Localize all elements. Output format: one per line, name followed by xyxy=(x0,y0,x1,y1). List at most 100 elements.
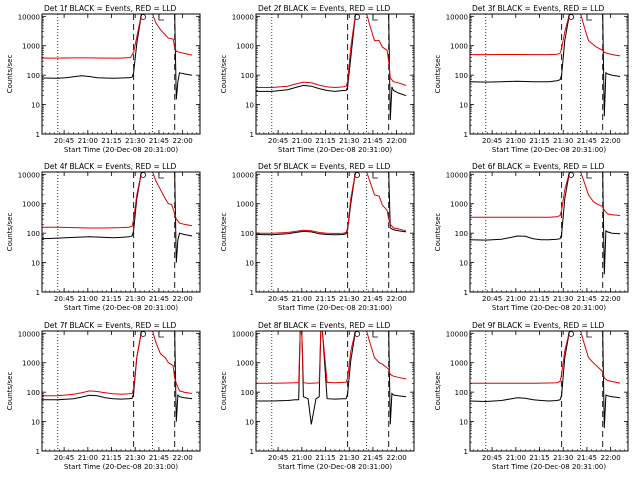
y-tick-label: 1 xyxy=(464,131,468,139)
y-tick-label: 1000 xyxy=(450,360,468,368)
panel-title: Det 7f BLACK = Events, RED = LLD xyxy=(44,321,177,330)
panel-det-6f: Det 6f BLACK = Events, RED = LLD 1 10 100 10… xyxy=(434,162,629,312)
y-tick-label: 1000 xyxy=(236,360,254,368)
x-tick-label: 21:15 xyxy=(529,295,549,303)
x-tick-label: 22:00 xyxy=(173,295,193,303)
series-line-events xyxy=(470,331,621,429)
x-tick-label: 20:45 xyxy=(268,454,288,462)
y-tick-label: 100 xyxy=(241,230,254,238)
y-tick-label: 10 xyxy=(245,419,254,427)
y-tick-label: 100 xyxy=(27,72,40,80)
panel-det-7f: Det 7f BLACK = Events, RED = LLD 1 10 100 10… xyxy=(6,321,201,471)
x-axis-label: Start Time (20-Dec-08 20:31:00) xyxy=(64,146,178,154)
x-tick-label: 21:30 xyxy=(553,454,573,462)
x-tick-label: 20:45 xyxy=(54,295,74,303)
y-axis-label: Counts/sec xyxy=(6,213,14,252)
x-tick-label: 20:45 xyxy=(54,454,74,462)
y-tick-label: 10000 xyxy=(18,330,40,338)
x-tick-label: 22:00 xyxy=(601,454,621,462)
x-tick-label: 21:45 xyxy=(577,454,597,462)
x-axis-label: Start Time (20-Dec-08 20:31:00) xyxy=(492,304,606,312)
x-tick-label: 21:00 xyxy=(292,295,312,303)
x-tick-label: 21:30 xyxy=(553,137,573,145)
x-tick-label: 20:45 xyxy=(482,454,502,462)
y-tick-label: 1000 xyxy=(236,43,254,51)
x-tick-label: 21:15 xyxy=(315,137,335,145)
y-tick-label: 1000 xyxy=(22,43,40,51)
x-tick-label: 21:15 xyxy=(101,454,121,462)
panel-det-2f: Det 2f BLACK = Events, RED = LLD 1 10 100 10… xyxy=(220,4,415,154)
y-tick-label: 100 xyxy=(241,389,254,397)
y-tick-label: 10000 xyxy=(18,13,40,21)
panel-title: Det 5f BLACK = Events, RED = LLD xyxy=(258,162,391,171)
y-tick-label: 100 xyxy=(27,230,40,238)
panel-title: Det 3f BLACK = Events, RED = LLD xyxy=(472,4,605,13)
x-tick-label: 20:45 xyxy=(482,295,502,303)
y-tick-label: 1000 xyxy=(450,43,468,51)
series-group xyxy=(470,14,621,117)
x-tick-label: 21:45 xyxy=(363,295,383,303)
y-tick-label: 10000 xyxy=(232,171,254,179)
x-tick-label: 21:00 xyxy=(292,454,312,462)
panel-title: Det 9f BLACK = Events, RED = LLD xyxy=(472,321,605,330)
panel-title: Det 2f BLACK = Events, RED = LLD xyxy=(258,4,391,13)
series-line-lld xyxy=(42,172,193,229)
panel-det-3f: Det 3f BLACK = Events, RED = LLD 1 10 100 10… xyxy=(434,4,629,154)
x-tick-label: 21:00 xyxy=(78,137,98,145)
y-tick-label: 10 xyxy=(31,260,40,268)
x-axis-label: Start Time (20-Dec-08 20:31:00) xyxy=(492,146,606,154)
x-tick-label: 21:15 xyxy=(315,295,335,303)
x-axis-label: Start Time (20-Dec-08 20:31:00) xyxy=(278,463,392,471)
y-tick-label: 1 xyxy=(464,448,468,456)
panel-det-5f: Det 5f BLACK = Events, RED = LLD 1 10 100 10… xyxy=(220,162,415,312)
y-tick-label: 10000 xyxy=(232,13,254,21)
y-tick-label: 1000 xyxy=(450,201,468,209)
x-tick-label: 22:00 xyxy=(601,295,621,303)
y-tick-label: 100 xyxy=(241,72,254,80)
x-tick-label: 21:15 xyxy=(529,454,549,462)
y-tick-label: 1 xyxy=(36,131,40,139)
x-tick-label: 22:00 xyxy=(387,295,407,303)
y-tick-label: 100 xyxy=(27,389,40,397)
y-axis-label: Counts/sec xyxy=(434,213,442,252)
y-tick-label: 10 xyxy=(31,102,40,110)
x-tick-label: 21:30 xyxy=(553,295,573,303)
y-tick-label: 1 xyxy=(250,289,254,297)
x-axis-label: Start Time (20-Dec-08 20:31:00) xyxy=(278,304,392,312)
x-tick-label: 21:15 xyxy=(101,295,121,303)
series-line-lld xyxy=(470,331,621,384)
x-tick-label: 22:00 xyxy=(387,137,407,145)
x-axis-label: Start Time (20-Dec-08 20:31:00) xyxy=(64,463,178,471)
series-group xyxy=(42,172,193,263)
series-group xyxy=(470,172,621,275)
y-tick-label: 1 xyxy=(250,131,254,139)
series-line-events xyxy=(256,14,407,121)
panel-det-1f: Det 1f BLACK = Events, RED = LLD 1 10 100 10… xyxy=(6,4,201,154)
panel-det-4f: Det 4f BLACK = Events, RED = LLD 1 10 100 10… xyxy=(6,162,201,312)
y-axis-label: Counts/sec xyxy=(220,55,228,94)
x-tick-label: 22:00 xyxy=(173,137,193,145)
series-group xyxy=(42,331,193,422)
x-axis-label: Start Time (20-Dec-08 20:31:00) xyxy=(278,146,392,154)
series-group xyxy=(470,331,621,429)
panel-title: Det 4f BLACK = Events, RED = LLD xyxy=(44,162,177,171)
series-line-lld xyxy=(256,14,407,89)
y-tick-label: 10000 xyxy=(18,171,40,179)
series-line-lld xyxy=(256,331,407,384)
y-tick-label: 10 xyxy=(459,102,468,110)
x-tick-label: 20:45 xyxy=(268,295,288,303)
x-tick-label: 21:15 xyxy=(529,137,549,145)
x-tick-label: 21:30 xyxy=(125,454,145,462)
x-tick-label: 21:00 xyxy=(78,295,98,303)
panel-det-9f: Det 9f BLACK = Events, RED = LLD 1 10 100 10… xyxy=(434,321,629,471)
x-tick-label: 21:45 xyxy=(363,137,383,145)
x-tick-label: 20:45 xyxy=(268,137,288,145)
y-tick-label: 10000 xyxy=(446,13,468,21)
x-tick-label: 21:00 xyxy=(292,137,312,145)
series-line-events xyxy=(256,331,407,425)
series-group xyxy=(256,14,407,121)
x-tick-label: 21:30 xyxy=(339,295,359,303)
y-axis-label: Counts/sec xyxy=(6,372,14,411)
x-axis-label: Start Time (20-Dec-08 20:31:00) xyxy=(492,463,606,471)
